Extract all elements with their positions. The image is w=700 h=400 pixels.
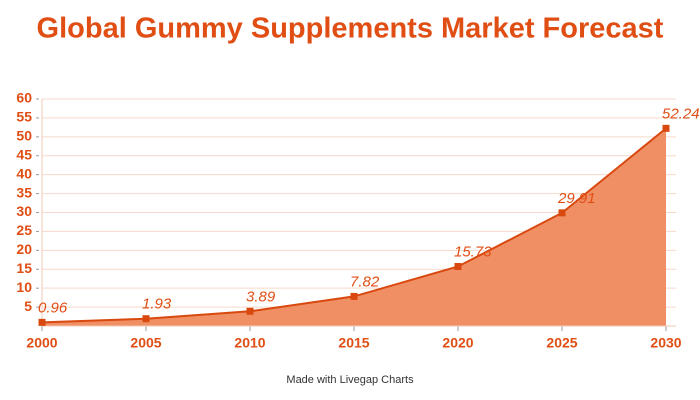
x-tick-label: 2020 bbox=[442, 335, 473, 351]
x-tick-label: 2010 bbox=[234, 335, 265, 351]
value-label: 52.24 bbox=[662, 105, 700, 122]
value-label: 1.93 bbox=[142, 296, 172, 313]
marker bbox=[454, 262, 462, 270]
value-label: 3.89 bbox=[246, 288, 276, 305]
area bbox=[42, 128, 666, 326]
y-tick-label: 40 bbox=[16, 165, 32, 181]
marker bbox=[350, 292, 358, 300]
x-tick-label: 2025 bbox=[546, 335, 577, 351]
x-tick-label: 2000 bbox=[26, 335, 57, 351]
value-label: 15.73 bbox=[454, 243, 492, 260]
y-tick-label: 25 bbox=[16, 222, 32, 238]
y-tick-label: 5 bbox=[24, 298, 32, 314]
marker bbox=[246, 307, 254, 315]
y-tick-label: 20 bbox=[16, 241, 32, 257]
marker bbox=[558, 209, 566, 217]
y-tick-label: 30 bbox=[16, 203, 32, 219]
y-tick-label: 35 bbox=[16, 184, 32, 200]
value-label: 0.96 bbox=[38, 299, 68, 316]
marker bbox=[142, 315, 150, 323]
x-tick-label: 2030 bbox=[650, 335, 681, 351]
y-tick-label: 45 bbox=[16, 146, 32, 162]
value-label: 29.91 bbox=[557, 190, 596, 207]
marker bbox=[38, 318, 46, 326]
x-tick-label: 2015 bbox=[338, 335, 369, 351]
chart-title: Global Gummy Supplements Market Forecast bbox=[37, 13, 664, 45]
footer: Made with Livegap Charts bbox=[286, 374, 414, 386]
y-tick-label: 55 bbox=[16, 109, 32, 125]
x-tick-label: 2005 bbox=[130, 335, 161, 351]
y-tick-label: 10 bbox=[16, 279, 32, 295]
y-tick-label: 60 bbox=[16, 90, 32, 106]
marker bbox=[662, 124, 670, 132]
value-label: 7.82 bbox=[350, 273, 380, 290]
y-tick-label: 15 bbox=[16, 260, 32, 276]
y-tick-label: 50 bbox=[16, 128, 32, 144]
